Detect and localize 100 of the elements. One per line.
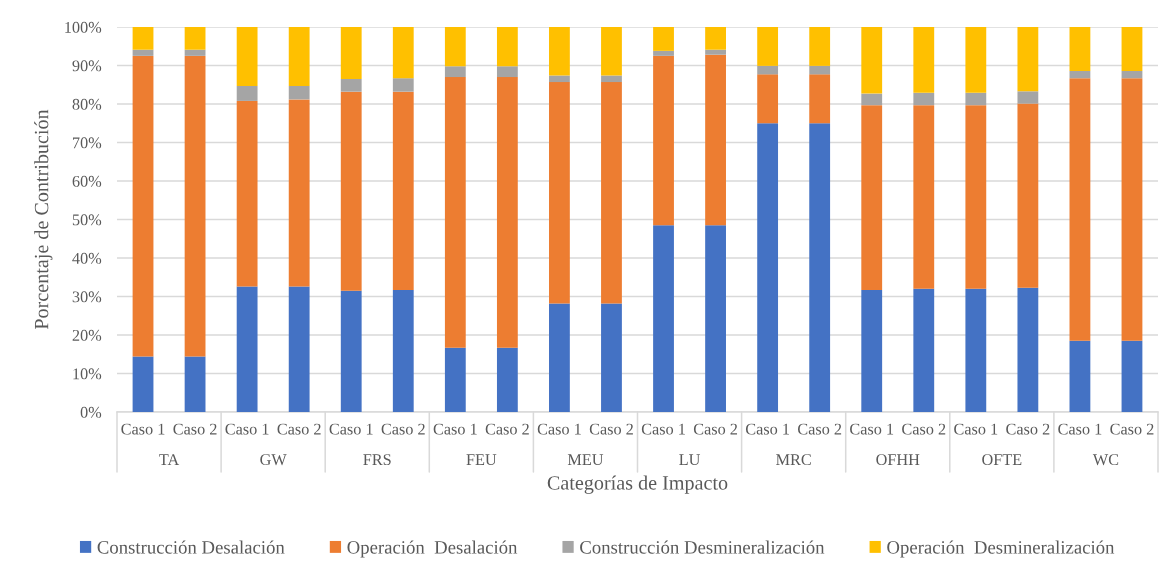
text: OFHH bbox=[876, 454, 920, 466]
bar bbox=[132, 49, 154, 56]
text: OFTE bbox=[982, 454, 1022, 466]
bar bbox=[1069, 78, 1091, 341]
bar bbox=[392, 289, 414, 412]
x-tick-label: Caso 1 bbox=[1058, 423, 1102, 435]
bar bbox=[444, 77, 466, 348]
bar bbox=[965, 288, 987, 412]
bar bbox=[965, 105, 987, 289]
bar bbox=[132, 27, 154, 50]
y-tick-label: 80% bbox=[72, 98, 102, 110]
bar bbox=[653, 225, 674, 412]
bar bbox=[184, 27, 206, 50]
text: GW bbox=[260, 454, 287, 466]
y-tick-label: 60% bbox=[72, 175, 102, 187]
bar bbox=[444, 27, 466, 67]
x-tick-label: Caso 1 bbox=[225, 423, 269, 435]
bar bbox=[861, 105, 883, 290]
bar bbox=[809, 65, 831, 75]
x-tick-label: Caso 1 bbox=[537, 423, 581, 435]
bar bbox=[809, 27, 831, 66]
bar bbox=[1121, 27, 1143, 71]
bar bbox=[1121, 78, 1143, 341]
y-tick-label: 40% bbox=[72, 252, 102, 264]
bar bbox=[340, 78, 362, 92]
bar bbox=[549, 82, 570, 304]
bar bbox=[1017, 91, 1039, 104]
bar bbox=[757, 27, 779, 66]
y-tick-label: 10% bbox=[73, 368, 102, 380]
bar bbox=[236, 286, 258, 412]
bar bbox=[1121, 340, 1143, 412]
x-tick-label: Caso 2 bbox=[1110, 423, 1154, 435]
text: FEU bbox=[466, 454, 497, 466]
x-tick-label: Caso 1 bbox=[850, 423, 894, 435]
bar bbox=[236, 85, 258, 101]
y-tick-label: 30% bbox=[72, 291, 102, 303]
bar bbox=[1121, 70, 1143, 79]
y-tick-label: 90% bbox=[72, 60, 102, 72]
y-tick-label: 0% bbox=[80, 406, 102, 418]
bar bbox=[184, 356, 206, 412]
bar bbox=[705, 27, 726, 50]
bar bbox=[601, 27, 622, 76]
x-tick-label: Caso 1 bbox=[121, 423, 165, 435]
x-tick-label: Caso 2 bbox=[173, 423, 217, 435]
bar bbox=[705, 54, 726, 226]
bar bbox=[1069, 70, 1091, 79]
bar bbox=[340, 27, 362, 79]
bar bbox=[809, 74, 831, 124]
y-tick-label: 20% bbox=[72, 329, 102, 341]
x-tick-label: Caso 2 bbox=[1006, 423, 1050, 435]
bar bbox=[549, 27, 570, 76]
bar bbox=[236, 27, 258, 86]
bar bbox=[132, 356, 154, 412]
x-tick-label: Caso 2 bbox=[902, 423, 946, 435]
bar bbox=[236, 100, 258, 287]
bar bbox=[653, 27, 674, 51]
x-axis-title: Categorías de Impacto bbox=[547, 475, 728, 494]
bar bbox=[288, 85, 310, 100]
legend-label: Operación Desmineralización bbox=[887, 540, 1115, 558]
bar bbox=[705, 225, 726, 412]
bar bbox=[549, 75, 570, 83]
text: TA bbox=[159, 454, 180, 465]
bar bbox=[496, 77, 518, 348]
legend-label: Construcción Desmineralización bbox=[580, 540, 825, 554]
y-tick-label: 100% bbox=[65, 21, 102, 33]
text: LU bbox=[679, 454, 701, 466]
bar bbox=[965, 92, 987, 106]
x-tick-label: Caso 2 bbox=[277, 423, 321, 435]
bar bbox=[757, 123, 779, 412]
bar bbox=[861, 289, 883, 412]
text: FRS bbox=[363, 454, 391, 466]
bar bbox=[861, 93, 883, 106]
bar bbox=[496, 27, 518, 67]
x-tick-label: Caso 1 bbox=[745, 423, 789, 435]
bar bbox=[340, 91, 362, 291]
bar bbox=[965, 27, 987, 93]
bar bbox=[288, 99, 310, 287]
bar bbox=[705, 49, 726, 55]
bar bbox=[809, 123, 831, 412]
bar bbox=[444, 347, 466, 412]
bar bbox=[913, 27, 935, 93]
bar bbox=[1069, 340, 1091, 412]
x-tick-label: Caso 2 bbox=[381, 423, 425, 435]
bar bbox=[549, 303, 570, 412]
x-tick-label: Caso 1 bbox=[641, 423, 685, 435]
bar bbox=[1017, 27, 1039, 92]
x-tick-label: Caso 1 bbox=[433, 423, 477, 435]
text: WC bbox=[1092, 454, 1119, 466]
bar bbox=[392, 78, 414, 92]
bar bbox=[601, 82, 622, 304]
x-tick-label: Caso 1 bbox=[329, 423, 373, 435]
bar bbox=[444, 66, 466, 78]
bar bbox=[496, 347, 518, 412]
bar bbox=[757, 65, 779, 75]
y-tick-label: 70% bbox=[73, 137, 102, 149]
x-tick-label: Caso 2 bbox=[693, 423, 738, 435]
bar bbox=[653, 55, 674, 226]
bar bbox=[757, 74, 779, 124]
bar bbox=[913, 288, 935, 412]
text: MRC bbox=[776, 454, 811, 466]
